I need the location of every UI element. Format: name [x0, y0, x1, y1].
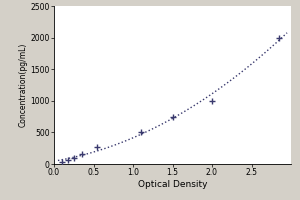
- Y-axis label: Concentration(pg/mL): Concentration(pg/mL): [19, 43, 28, 127]
- X-axis label: Optical Density: Optical Density: [138, 180, 207, 189]
